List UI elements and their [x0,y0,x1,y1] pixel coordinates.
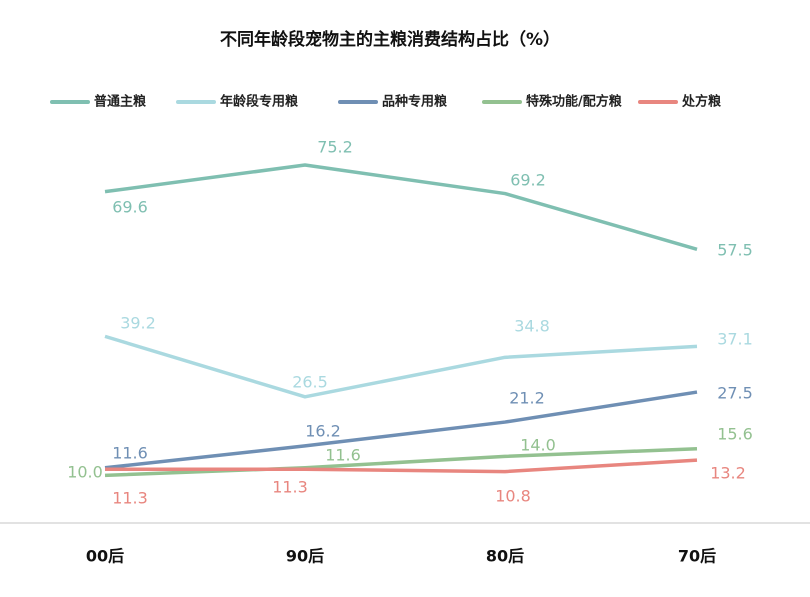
data-label: 57.5 [717,241,753,260]
data-label: 10.8 [495,487,531,506]
data-label: 75.2 [317,138,353,157]
data-label: 37.1 [717,330,753,349]
x-tick-label: 80后 [486,547,524,566]
legend-label: 普通主粮 [94,94,147,110]
data-label: 10.0 [67,463,103,482]
legend-label: 年龄段专用粮 [220,94,299,110]
data-label: 11.6 [112,444,148,463]
data-label: 21.2 [509,389,545,408]
data-label: 14.0 [520,436,556,455]
x-tick-label: 70后 [678,547,716,566]
legend-label: 品种专用粮 [382,94,448,110]
x-tick-label: 00后 [86,547,124,566]
data-label: 11.6 [325,446,361,465]
legend-label: 处方粮 [681,94,722,110]
series-line [104,446,698,478]
data-label: 27.5 [717,384,753,403]
legend-label: 特殊功能/配方粮 [526,94,623,110]
series-line [105,458,698,474]
data-label: 34.8 [514,317,550,336]
x-tick-label: 90后 [286,547,324,566]
data-label: 39.2 [120,314,156,333]
data-label: 11.3 [272,478,308,497]
data-label: 69.2 [510,171,546,190]
series-line [104,163,698,251]
data-label: 16.2 [305,422,341,441]
chart-title: 不同年龄段宠物主的主粮消费结构占比（%） [220,29,560,50]
series-line [104,334,698,399]
data-label: 26.5 [292,373,328,392]
series-line [104,390,698,470]
data-label: 15.6 [717,425,753,444]
data-label: 11.3 [112,489,148,508]
data-label: 69.6 [112,198,148,217]
data-label: 13.2 [710,464,746,483]
